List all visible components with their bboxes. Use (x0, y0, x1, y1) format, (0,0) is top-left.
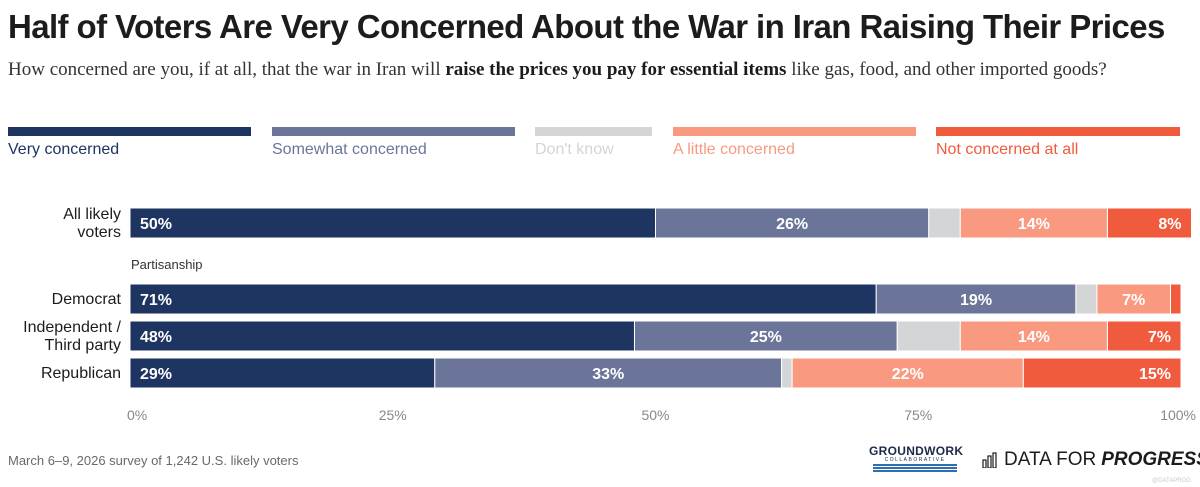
chart-subtitle: How concerned are you, if at all, that t… (8, 58, 1168, 82)
bar-all-likely-voters-a-little-concerned (959, 207, 1108, 239)
data-label-all-likely-voters-a-little-concerned: 14% (1018, 216, 1050, 233)
data-label-democrat-a-little-concerned: 7% (1122, 292, 1145, 309)
x-tick-label: 0% (127, 407, 147, 423)
subtitle-text: How concerned are you, if at all, that t… (8, 59, 446, 80)
bar-all-likely-voters-don-t-know (928, 207, 961, 239)
legend-label: Not concerned at all (936, 141, 1079, 158)
data-label-democrat-somewhat-concerned: 19% (960, 292, 992, 309)
bar-republican-a-little-concerned (791, 357, 1024, 389)
bar-democrat-not-concerned-at-all (1169, 283, 1182, 315)
data-label-all-likely-voters-not-concerned-at-all: 8% (1158, 216, 1181, 233)
legend-swatch (936, 127, 1180, 136)
bar-independent-third-party-very-concerned (129, 320, 635, 352)
watermark: @DATAPROG (1152, 478, 1191, 484)
category-label-democrat: Democrat (52, 291, 122, 308)
bar-independent-third-party-not-concerned-at-all (1106, 320, 1182, 352)
dfp-text: DATA FOR (1004, 449, 1097, 470)
legend-item-dont-know: Don't know (535, 127, 652, 159)
legend-item-not-concerned: Not concerned at all (936, 127, 1180, 159)
subtitle-bold-text: raise the prices you pay for essential i… (445, 59, 787, 80)
data-label-democrat-very-concerned: 71% (140, 292, 172, 309)
groundwork-name: GROUNDWORK (869, 444, 964, 458)
bar-independent-third-party-somewhat-concerned (633, 320, 898, 352)
bar-democrat-somewhat-concerned (875, 283, 1077, 315)
x-tick-label: 100% (1160, 407, 1196, 423)
survey-note: March 6–9, 2026 survey of 1,242 U.S. lik… (8, 453, 299, 468)
bar-chart-icon (982, 452, 997, 468)
legend-label: Very concerned (8, 141, 120, 158)
data-label-republican-not-concerned-at-all: 15% (1139, 366, 1171, 383)
category-label-republican: Republican (41, 365, 121, 382)
bar-republican-not-concerned-at-all (1022, 357, 1182, 389)
group-label-partisanship: Partisanship (131, 257, 203, 272)
bar-all-likely-voters-very-concerned (129, 207, 656, 239)
bar-democrat-don-t-know (1075, 283, 1098, 315)
data-label-independent-third-party-not-concerned-at-all: 7% (1148, 329, 1171, 346)
x-tick-label: 25% (379, 407, 407, 423)
data-label-independent-third-party-very-concerned: 48% (140, 329, 172, 346)
stacked-bar-chart: All likely voters Democrat Independent / Thi… (23, 206, 1196, 423)
bar-republican-don-t-know (781, 357, 793, 389)
x-tick-label: 75% (904, 407, 932, 423)
data-label-republican-somewhat-concerned: 33% (592, 366, 624, 383)
category-label-all-likely-voters: All likely voters (63, 206, 121, 241)
bar-republican-very-concerned (129, 357, 436, 389)
legend-swatch (272, 127, 515, 136)
legend-item-a-little-concerned: A little concerned (673, 127, 916, 159)
legend-label: Don't know (535, 141, 614, 158)
data-label-all-likely-voters-somewhat-concerned: 26% (776, 216, 808, 233)
groundwork-lines (869, 464, 961, 472)
data-for-progress-logo: DATA FOR PROGRESS (982, 449, 1200, 471)
groundwork-sub: COLLABORATIVE (884, 457, 946, 463)
legend-swatch (673, 127, 916, 136)
legend-item-very-concerned: Very concerned (8, 127, 251, 159)
data-label-republican-very-concerned: 29% (140, 366, 172, 383)
legend-item-somewhat-concerned: Somewhat concerned (272, 127, 515, 159)
dfp-progress-text: PROGRESS (1101, 449, 1200, 470)
groundwork-logo: GROUNDWORK COLLABORATIVE (869, 444, 964, 473)
bar-all-likely-voters-not-concerned-at-all (1106, 207, 1193, 239)
chart-title: Half of Voters Are Very Concerned About … (8, 8, 1165, 45)
subtitle-text-end: like gas, food, and other imported goods… (786, 59, 1107, 80)
data-label-independent-third-party-somewhat-concerned: 25% (750, 329, 782, 346)
legend-swatch (8, 127, 251, 136)
bar-independent-third-party-don-t-know (896, 320, 961, 352)
data-label-all-likely-voters-very-concerned: 50% (140, 216, 172, 233)
data-label-independent-third-party-a-little-concerned: 14% (1018, 329, 1050, 346)
bar-democrat-very-concerned (129, 283, 877, 315)
category-label-independent-third-party: Independent / Third party (23, 319, 121, 354)
x-tick-label: 50% (641, 407, 669, 423)
legend-label: Somewhat concerned (272, 141, 427, 158)
legend-label: A little concerned (673, 141, 795, 158)
legend-swatch (535, 127, 652, 136)
data-label-republican-a-little-concerned: 22% (892, 366, 924, 383)
